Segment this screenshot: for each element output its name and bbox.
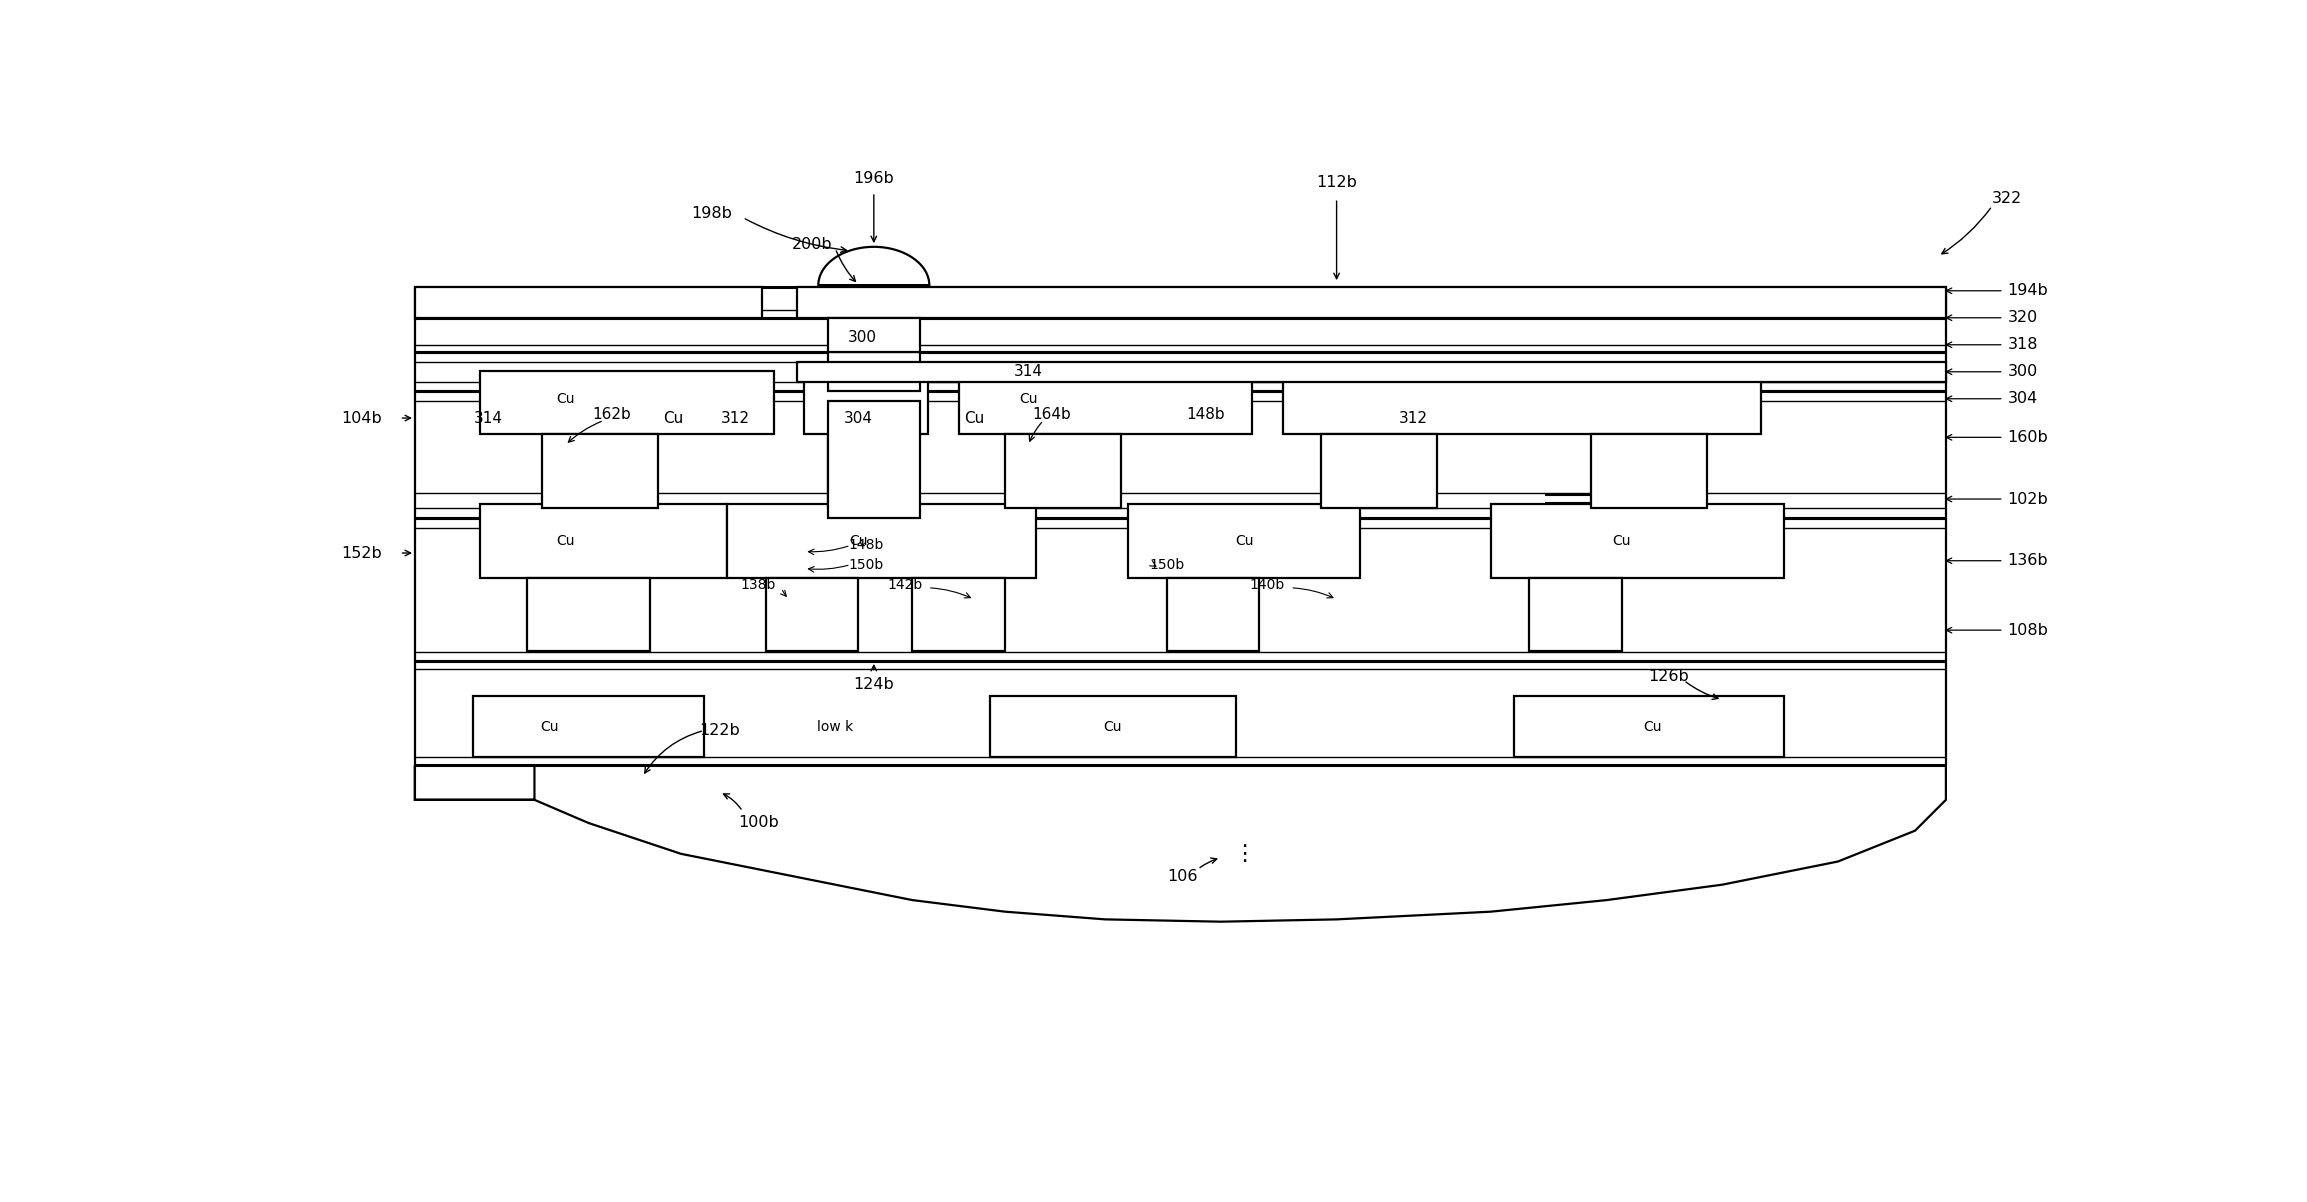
Bar bbox=[727, 505, 1036, 578]
Text: 196b: 196b bbox=[854, 172, 895, 186]
Text: 148b: 148b bbox=[1186, 406, 1225, 422]
Text: 112b: 112b bbox=[1317, 175, 1357, 190]
Bar bbox=[796, 362, 1945, 382]
Bar bbox=[960, 371, 1253, 434]
Text: 106: 106 bbox=[1167, 869, 1197, 885]
Bar bbox=[542, 434, 657, 507]
Text: 124b: 124b bbox=[854, 677, 895, 691]
Text: 318: 318 bbox=[2007, 338, 2037, 352]
Text: 322: 322 bbox=[1993, 191, 2023, 206]
Bar bbox=[990, 696, 1237, 756]
Text: 320: 320 bbox=[2007, 310, 2037, 326]
Text: 164b: 164b bbox=[1031, 406, 1070, 422]
Bar bbox=[911, 578, 1006, 651]
Text: 314: 314 bbox=[1013, 364, 1043, 380]
Text: Cu: Cu bbox=[540, 720, 558, 733]
Text: Cu: Cu bbox=[556, 534, 574, 548]
Text: 198b: 198b bbox=[692, 207, 731, 221]
Text: ⋮: ⋮ bbox=[1232, 844, 1255, 864]
Text: 160b: 160b bbox=[2007, 430, 2049, 445]
Text: Cu: Cu bbox=[1020, 392, 1038, 406]
Text: 312: 312 bbox=[720, 411, 750, 426]
Bar bbox=[480, 371, 773, 434]
Bar bbox=[766, 578, 858, 651]
Text: 150b: 150b bbox=[849, 558, 884, 572]
Text: Cu: Cu bbox=[1613, 534, 1631, 548]
Bar bbox=[480, 505, 727, 578]
Text: Cu: Cu bbox=[1103, 720, 1121, 733]
Text: 100b: 100b bbox=[738, 815, 777, 831]
Polygon shape bbox=[819, 246, 930, 285]
Bar bbox=[1530, 578, 1622, 651]
Text: Cu: Cu bbox=[849, 534, 867, 548]
Bar bbox=[526, 578, 651, 651]
Text: 136b: 136b bbox=[2007, 553, 2049, 569]
Text: 194b: 194b bbox=[2007, 284, 2049, 298]
Bar bbox=[828, 352, 920, 391]
Text: 304: 304 bbox=[844, 411, 872, 426]
Bar bbox=[828, 317, 920, 352]
Text: Cu: Cu bbox=[662, 411, 683, 426]
Text: 300: 300 bbox=[2007, 364, 2037, 380]
Text: 142b: 142b bbox=[888, 578, 923, 593]
Text: 102b: 102b bbox=[2007, 492, 2049, 506]
Bar bbox=[1322, 434, 1437, 507]
Text: 140b: 140b bbox=[1250, 578, 1285, 593]
Text: Cu: Cu bbox=[556, 392, 574, 406]
Text: Cu: Cu bbox=[964, 411, 985, 426]
Text: 150b: 150b bbox=[1149, 558, 1183, 572]
Bar bbox=[828, 434, 904, 507]
Text: 138b: 138b bbox=[741, 578, 775, 593]
Bar bbox=[796, 287, 1945, 317]
Text: 122b: 122b bbox=[699, 722, 741, 738]
Text: 162b: 162b bbox=[593, 406, 630, 422]
Text: 200b: 200b bbox=[791, 237, 833, 252]
Bar bbox=[1167, 578, 1260, 651]
Bar bbox=[1006, 434, 1121, 507]
Bar bbox=[1128, 505, 1359, 578]
Bar bbox=[1283, 371, 1760, 434]
Text: 314: 314 bbox=[473, 411, 503, 426]
Text: 304: 304 bbox=[2007, 392, 2037, 406]
Bar bbox=[805, 371, 927, 434]
Bar bbox=[415, 287, 761, 317]
Text: 148b: 148b bbox=[849, 538, 884, 552]
Text: 108b: 108b bbox=[2007, 623, 2049, 637]
Bar bbox=[1513, 696, 1783, 756]
Bar bbox=[1592, 434, 1707, 507]
Text: Cu: Cu bbox=[1643, 720, 1661, 733]
Bar bbox=[828, 401, 920, 518]
Text: low k: low k bbox=[817, 720, 854, 733]
Bar bbox=[473, 696, 704, 756]
Text: 104b: 104b bbox=[341, 411, 383, 426]
Text: 152b: 152b bbox=[341, 546, 383, 560]
Text: 300: 300 bbox=[847, 329, 877, 345]
Text: 312: 312 bbox=[1400, 411, 1428, 426]
Text: 126b: 126b bbox=[1647, 670, 1689, 684]
Bar bbox=[1490, 505, 1783, 578]
Text: Cu: Cu bbox=[1234, 534, 1253, 548]
